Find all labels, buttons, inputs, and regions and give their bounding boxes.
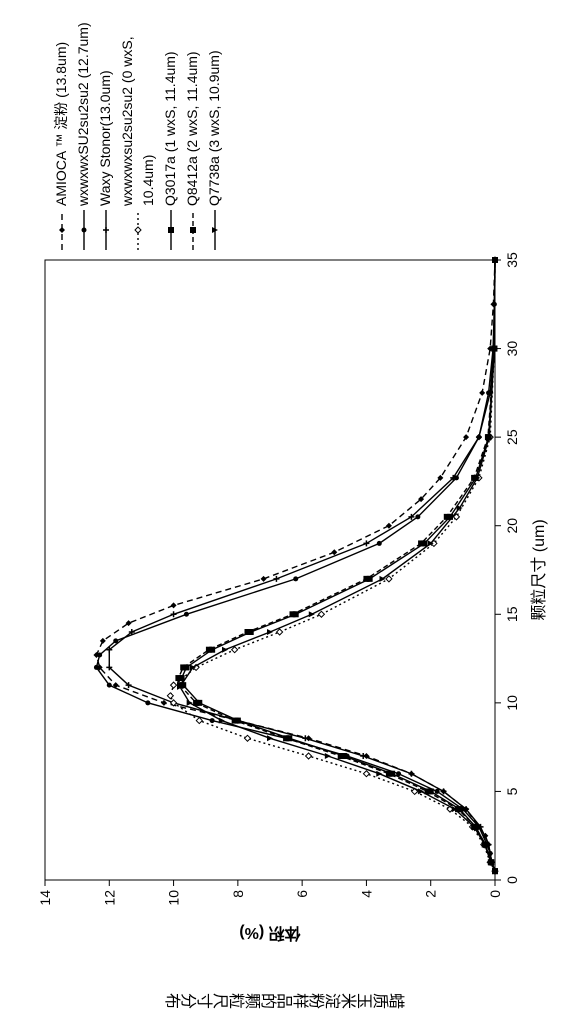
x-axis-label: 颗粒尺寸 (um) [525, 260, 549, 880]
svg-text:20: 20 [504, 518, 520, 534]
legend-label-6: Q7738a (3 wxS, 10.9um) [204, 50, 225, 206]
chart-title: 蜡质玉米淀粉样品的颗粒尺寸分布 [15, 986, 555, 1010]
legend-item-3: wxwxwxsu2su2su2 (0 wxS, 10.4um) [117, 15, 159, 250]
legend-item-1: wxwxwxSU2su2su2 (12.7um) [73, 15, 94, 250]
legend-item-4: Q3017a (1 wxS, 11.4um) [160, 15, 181, 250]
svg-text:10: 10 [504, 695, 520, 711]
legend-marker-5 [186, 210, 200, 250]
legend-item-6: Q7738a (3 wxS, 10.9um) [204, 15, 225, 250]
legend-label-5: Q8412a (2 wxS, 11.4um) [182, 51, 203, 206]
legend-item-2: Waxy Stonor(13.0um) [95, 15, 116, 250]
legend-item-0: AMIOCA ™ 淀粉 (13.8um) [51, 15, 72, 250]
svg-text:6: 6 [294, 890, 310, 898]
svg-text:35: 35 [504, 252, 520, 268]
legend-label-0: AMIOCA ™ 淀粉 (13.8um) [51, 42, 72, 206]
legend-label-3: wxwxwxsu2su2su2 (0 wxS, 10.4um) [117, 15, 159, 206]
legend-label-2: Waxy Stonor(13.0um) [95, 70, 116, 206]
y-axis-label: 体积 (%) [239, 923, 300, 947]
svg-text:10: 10 [166, 890, 182, 906]
legend-marker-6 [208, 210, 222, 250]
legend-marker-3 [131, 210, 145, 250]
chart-area: 0 5 10 15 20 25 30 35 0 2 4 6 8 10 12 14 体积 (%) 颗粒尺寸 (um)… [15, 20, 555, 970]
legend-label-4: Q3017a (1 wxS, 11.4um) [160, 51, 181, 206]
svg-text:30: 30 [504, 341, 520, 357]
svg-text:25: 25 [504, 429, 520, 445]
legend-item-5: Q8412a (2 wxS, 11.4um) [182, 15, 203, 250]
svg-text:8: 8 [230, 890, 246, 898]
svg-text:0: 0 [487, 890, 503, 898]
legend-marker-4 [164, 210, 178, 250]
legend-marker-2 [99, 210, 113, 250]
svg-text:14: 14 [37, 890, 53, 906]
svg-text:15: 15 [504, 606, 520, 622]
legend-marker-1 [77, 210, 91, 250]
legend-marker-0 [55, 210, 69, 250]
svg-text:5: 5 [504, 787, 520, 795]
svg-text:0: 0 [504, 876, 520, 884]
legend: AMIOCA ™ 淀粉 (13.8um)wxwxwxSU2su2su2 (12.… [50, 15, 226, 250]
legend-label-1: wxwxwxSU2su2su2 (12.7um) [73, 22, 94, 206]
svg-text:2: 2 [423, 890, 439, 898]
svg-text:12: 12 [101, 890, 117, 906]
svg-text:4: 4 [358, 890, 374, 898]
